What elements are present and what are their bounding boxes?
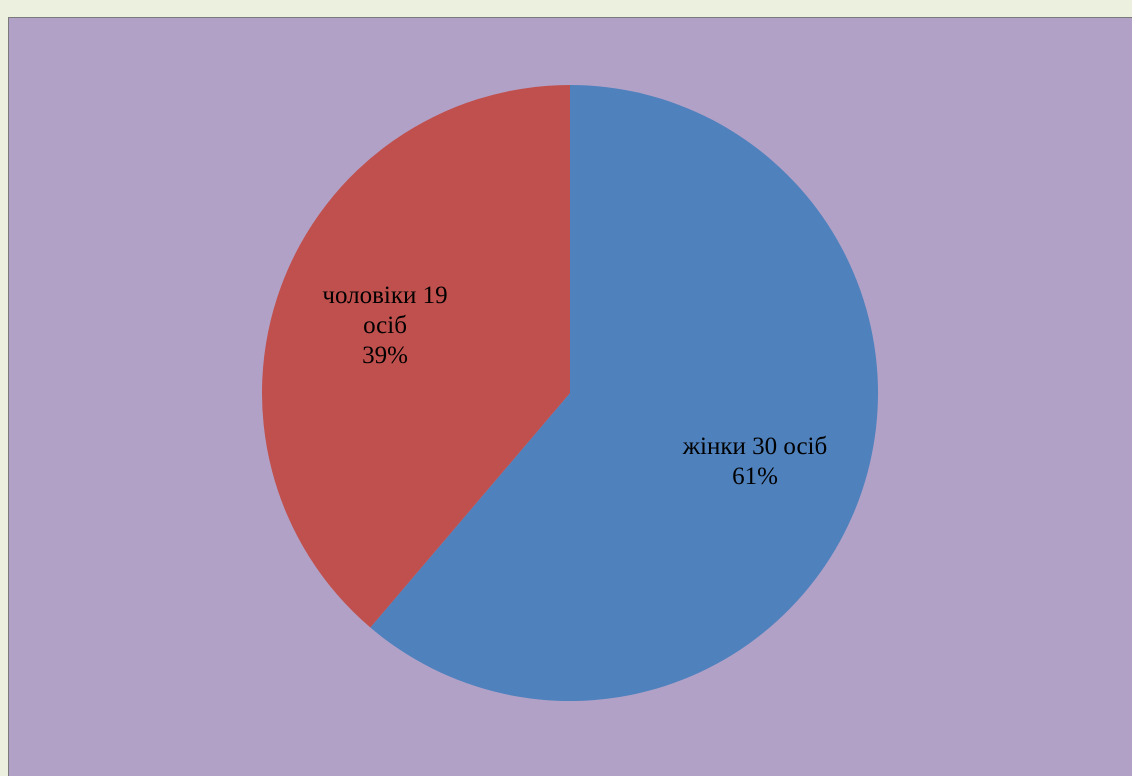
pie-slice-label-0: жінки 30 осіб 61% — [682, 433, 828, 490]
pie-slice-label-line: 61% — [732, 463, 778, 490]
pie-slice-0 — [370, 85, 879, 701]
pie-slice-label-line: чоловіки 19 — [322, 282, 447, 309]
pie-slice-label-line: осіб — [363, 312, 407, 339]
pie-slice-label-line: жінки 30 осіб — [682, 433, 828, 460]
pie-slice-label-line: 39% — [362, 342, 408, 369]
pie-slice-label-1: чоловіки 19 осіб 39% — [322, 282, 447, 369]
pie-slice-1 — [262, 85, 570, 628]
